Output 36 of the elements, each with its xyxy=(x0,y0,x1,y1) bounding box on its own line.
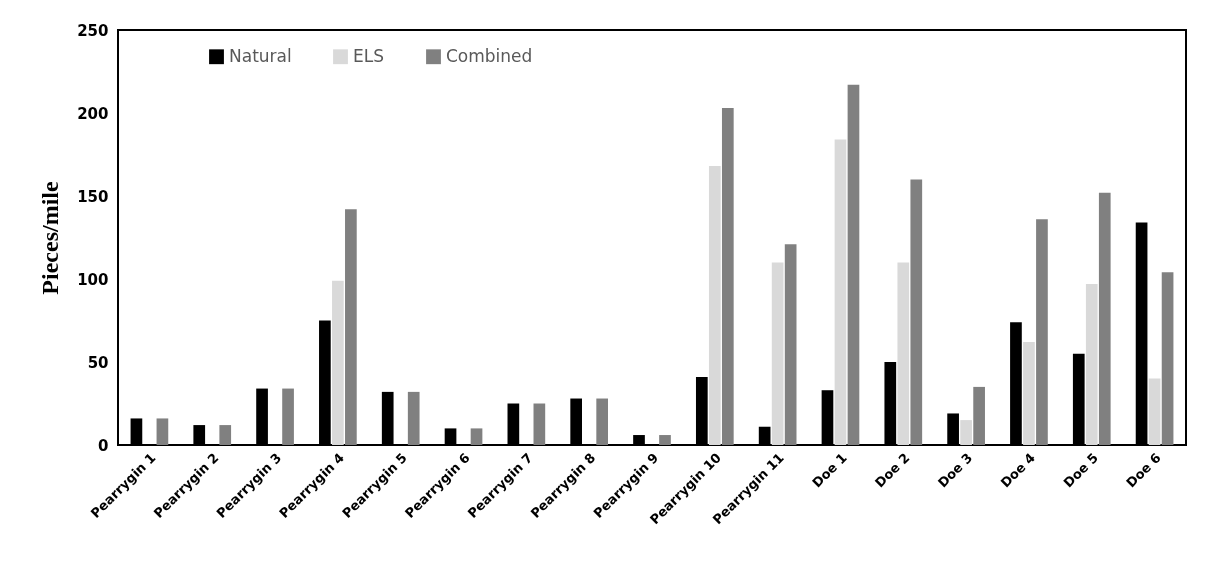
bar xyxy=(219,425,232,445)
y-tick-label: 100 xyxy=(77,270,109,289)
y-tick-label: 250 xyxy=(77,21,109,40)
bar xyxy=(470,428,483,445)
bar xyxy=(897,262,910,445)
y-axis-title: Pieces/mile xyxy=(37,181,64,295)
bar xyxy=(834,139,847,445)
bar xyxy=(721,108,734,445)
bar xyxy=(771,262,784,445)
bar xyxy=(282,388,294,445)
legend-label: ELS xyxy=(353,45,385,66)
bar xyxy=(784,244,797,445)
bar xyxy=(596,398,609,445)
bar xyxy=(345,209,357,445)
bar xyxy=(708,166,721,445)
bar xyxy=(1085,283,1098,445)
bar xyxy=(847,84,860,445)
bar xyxy=(407,391,420,445)
legend-label: Natural xyxy=(229,45,292,66)
bar xyxy=(156,418,169,445)
bar xyxy=(1023,342,1035,445)
y-tick-label: 0 xyxy=(98,436,109,455)
bar xyxy=(1161,272,1174,445)
bar xyxy=(1036,219,1048,445)
bar xyxy=(1098,192,1111,445)
bar xyxy=(960,420,972,445)
bar xyxy=(973,386,985,445)
bar xyxy=(1148,378,1161,445)
bar xyxy=(332,280,344,445)
bar xyxy=(659,435,671,445)
y-tick-label: 150 xyxy=(77,187,109,206)
bar xyxy=(533,403,546,445)
y-tick-label: 50 xyxy=(87,353,109,372)
bar xyxy=(910,179,923,445)
y-tick-label: 200 xyxy=(77,104,109,123)
legend-label: Combined xyxy=(446,45,533,66)
